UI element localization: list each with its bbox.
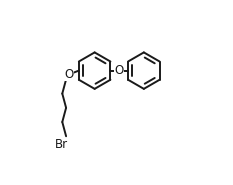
Text: O: O bbox=[64, 68, 73, 81]
Text: Br: Br bbox=[55, 138, 68, 151]
Text: O: O bbox=[115, 64, 124, 77]
